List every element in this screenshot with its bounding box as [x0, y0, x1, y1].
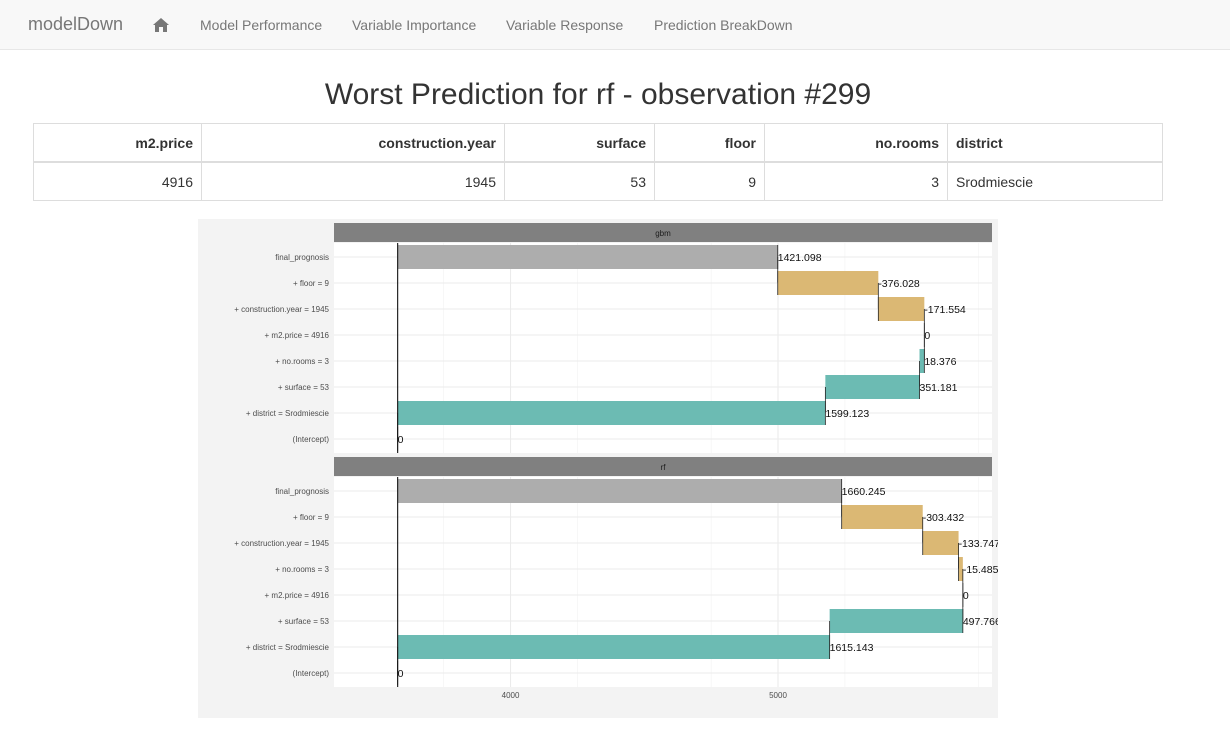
- breakdown-chart: gbm final_prognosis 1421.098 + floor = 9 -37…: [198, 219, 998, 718]
- row-label: + surface = 53: [278, 617, 330, 626]
- row-label: + construction.year = 1945: [234, 305, 329, 314]
- x-tick-label: 5000: [769, 691, 787, 700]
- nav-model-performance[interactable]: Model Performance: [200, 17, 323, 33]
- facet-strip-label: rf: [661, 463, 667, 472]
- facet-strip: [334, 457, 992, 476]
- row-label: + m2.price = 4916: [265, 331, 330, 340]
- data-label: 1660.245: [842, 486, 886, 498]
- cell-floor: 9: [654, 161, 765, 201]
- data-label: 0: [963, 590, 969, 602]
- row-label: + m2.price = 4916: [265, 591, 330, 600]
- row-label: final_prognosis: [275, 253, 329, 262]
- data-label: -15.485: [963, 564, 998, 576]
- nav-variable-response[interactable]: Variable Response: [506, 17, 624, 33]
- breakdown-bar: [397, 479, 842, 503]
- row-label: + construction.year = 1945: [234, 539, 329, 548]
- breakdown-bar: [841, 505, 923, 529]
- breakdown-bar: [829, 609, 963, 633]
- header-district: district: [947, 123, 1163, 163]
- data-label: 497.766: [963, 616, 998, 628]
- breakdown-bar: [922, 531, 959, 555]
- table-row: 4916 1945 53 9 3 Srodmiescie: [33, 161, 1163, 201]
- breakdown-bar: [958, 557, 963, 581]
- data-label: 1599.123: [825, 408, 869, 420]
- data-label: -171.554: [924, 304, 966, 316]
- table-header-row: m2.price construction.year surface floor…: [33, 123, 1163, 163]
- row-label: + district = Srodmiescie: [246, 409, 330, 418]
- row-label: (Intercept): [293, 435, 330, 444]
- data-label: 1615.143: [830, 642, 874, 654]
- data-label: 1421.098: [778, 252, 822, 264]
- cell-surface: 53: [504, 161, 655, 201]
- row-label: (Intercept): [293, 669, 330, 678]
- breakdown-bar: [397, 401, 826, 425]
- cell-m2-price: 4916: [33, 161, 202, 201]
- header-no-rooms: no.rooms: [764, 123, 948, 163]
- data-label: 0: [924, 330, 930, 342]
- header-m2-price: m2.price: [33, 123, 202, 163]
- breakdown-bar: [397, 635, 830, 659]
- data-label: 0: [398, 434, 404, 446]
- row-label: + surface = 53: [278, 383, 330, 392]
- row-label: + no.rooms = 3: [275, 357, 329, 366]
- row-label: + district = Srodmiescie: [246, 643, 330, 652]
- row-label: + floor = 9: [293, 513, 330, 522]
- breakdown-bar: [878, 297, 925, 321]
- home-icon[interactable]: [152, 16, 170, 34]
- nav-variable-importance[interactable]: Variable Importance: [352, 17, 477, 33]
- facet-strip: [334, 223, 992, 242]
- navbar: modelDown Model Performance Variable Imp…: [0, 0, 1230, 50]
- breakdown-bar: [777, 271, 879, 295]
- cell-construction-year: 1945: [201, 161, 505, 201]
- page-title: Worst Prediction for rf - observation #2…: [324, 78, 872, 111]
- header-construction-year: construction.year: [201, 123, 505, 163]
- row-label: + no.rooms = 3: [275, 565, 329, 574]
- facet-strip-label: gbm: [655, 229, 671, 238]
- row-label: final_prognosis: [275, 487, 329, 496]
- cell-no-rooms: 3: [764, 161, 948, 201]
- cell-district: Srodmiescie: [947, 161, 1163, 201]
- data-label: -133.747: [959, 538, 998, 550]
- nav-prediction-breakdown[interactable]: Prediction BreakDown: [654, 17, 793, 33]
- breakdown-bar: [919, 349, 925, 373]
- brand-link[interactable]: modelDown: [28, 14, 124, 34]
- data-label: -303.432: [923, 512, 965, 524]
- data-label: -376.028: [878, 278, 920, 290]
- header-floor: floor: [654, 123, 765, 163]
- data-label: 18.376: [924, 356, 956, 368]
- breakdown-bar: [397, 245, 778, 269]
- breakdown-bar: [825, 375, 920, 399]
- header-surface: surface: [504, 123, 655, 163]
- x-tick-label: 4000: [502, 691, 520, 700]
- row-label: + floor = 9: [293, 279, 330, 288]
- data-label: 351.181: [920, 382, 958, 394]
- data-label: 0: [398, 668, 404, 680]
- observation-table: m2.price construction.year surface floor…: [33, 123, 1163, 201]
